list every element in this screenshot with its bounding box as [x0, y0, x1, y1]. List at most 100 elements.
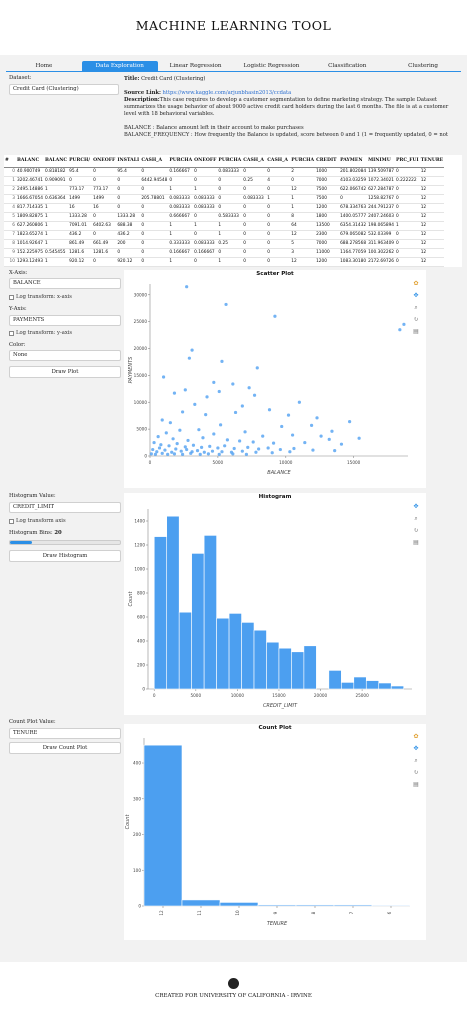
- draw-histogram-button[interactable]: Draw Histogram: [9, 550, 121, 562]
- table-column-header[interactable]: BALANC: [43, 155, 69, 168]
- log-x-checkbox[interactable]: Log transform: x-axis: [9, 294, 72, 300]
- x-axis-select[interactable]: BALANCE: [9, 278, 121, 289]
- tab-linear-regression[interactable]: Linear Regression: [169, 63, 222, 69]
- checkbox-box[interactable]: [9, 518, 14, 524]
- count-value-select[interactable]: TENURE: [9, 728, 121, 739]
- pan-icon[interactable]: ✥: [413, 292, 419, 299]
- color-select[interactable]: None: [9, 350, 121, 361]
- checkbox-box[interactable]: [9, 330, 14, 336]
- table-cell: 7500: [315, 194, 340, 204]
- checkbox-box[interactable]: [9, 294, 14, 300]
- tab-data-exploration[interactable]: Data Exploration: [81, 61, 158, 71]
- table-cell: 1: [217, 221, 243, 231]
- table-column-header[interactable]: PAYMEN: [339, 155, 368, 168]
- source-label: Source Link:: [124, 90, 161, 96]
- table-column-header[interactable]: #: [4, 155, 16, 168]
- save-icon[interactable]: ▤: [413, 781, 419, 788]
- table-column-header[interactable]: PRC_FUI: [395, 155, 420, 168]
- desc-text: This case requires to develop a customer…: [124, 97, 449, 117]
- table-cell: 244.791237: [367, 203, 396, 213]
- table-cell: 0: [242, 257, 267, 267]
- table-row[interactable]: 1 3202.46741 0.909091 0 0 0 6442.94548 0 0 0 0.25 4…: [4, 176, 445, 186]
- github-icon[interactable]: [228, 978, 239, 989]
- table-cell: 1: [43, 221, 69, 231]
- table-column-header[interactable]: PURCHA: [290, 155, 316, 168]
- table-column-header[interactable]: PURCHA: [217, 155, 243, 168]
- tab-clustering[interactable]: Clustering: [408, 63, 438, 69]
- table-row[interactable]: 2 2495.14886 1 773.17 773.17 0 0 1 1 0 0 0 12 7500 622…: [4, 185, 445, 195]
- zoom-icon[interactable]: ⌕: [414, 515, 418, 522]
- table-column-header[interactable]: CASH_A: [266, 155, 291, 168]
- table-cell: 0.083333: [193, 194, 218, 204]
- table-cell: 7000: [315, 239, 340, 249]
- reset-icon[interactable]: ↻: [413, 316, 419, 323]
- x-tick-label: 7: [349, 911, 354, 914]
- table-cell: 0: [116, 185, 141, 195]
- table-column-header[interactable]: MINIMU: [367, 155, 396, 168]
- table-cell: 1333.28: [116, 212, 141, 222]
- bins-slider[interactable]: [9, 540, 121, 545]
- table-cell: 0: [217, 194, 243, 204]
- save-icon[interactable]: ▤: [413, 328, 419, 335]
- log-y-checkbox[interactable]: Log transform: y-axis: [9, 330, 72, 336]
- draw-count-plot-button[interactable]: Draw Count Plot: [9, 742, 121, 754]
- table-cell: 1823.65274: [16, 230, 44, 240]
- reset-icon[interactable]: ↻: [413, 527, 419, 534]
- data-table-container[interactable]: # BALANC BALANC PURCH/ONEOFF INSTALI CASH_A PU…: [4, 155, 462, 267]
- scatter-point: [210, 449, 215, 453]
- table-column-header[interactable]: CREDIT: [315, 155, 340, 168]
- y-tick-label: 25000: [134, 319, 148, 324]
- draw-plot-button[interactable]: Draw Plot: [9, 366, 121, 378]
- table-cell: 1293.12493: [16, 257, 44, 267]
- table-row[interactable]: 10 1293.12493 1 920.12 0 920.12 0 1 0 1 0 0 12 1200 10…: [4, 257, 445, 267]
- table-column-header[interactable]: CASH_A: [140, 155, 169, 168]
- table-cell: 0: [395, 185, 420, 195]
- table-column-header[interactable]: ONEOFF: [92, 155, 117, 168]
- table-column-header[interactable]: PURCHA: [168, 155, 194, 168]
- log-hist-checkbox[interactable]: Log transform axis: [9, 518, 66, 524]
- save-icon[interactable]: ▤: [413, 539, 419, 546]
- table-column-header[interactable]: PURCH/: [68, 155, 93, 168]
- tab-logistic-regression[interactable]: Logistic Regression: [243, 63, 300, 69]
- table-column-header[interactable]: INSTALI: [116, 155, 141, 168]
- zoom-icon[interactable]: ⌕: [414, 304, 418, 311]
- table-row[interactable]: 5 1809.82875 1 1333.28 0 1333.28 0 0.666667 0 0.5…: [4, 212, 445, 222]
- table-row[interactable]: 9 152.225975 0.545455 1281.6 1281.6 0 0 0.16666…: [4, 248, 445, 258]
- table-cell: 1: [168, 221, 194, 231]
- histogram-bar: [178, 611, 192, 690]
- scatter-point: [240, 404, 244, 408]
- table-column-header[interactable]: CASH_A: [242, 155, 267, 168]
- tab-classification[interactable]: Classification: [328, 63, 367, 69]
- table-row[interactable]: 6 627.260806 1 7091.01 6402.63 688.38 0 1 1 1 0 0 64…: [4, 221, 445, 231]
- scatter-point: [152, 440, 156, 445]
- table-cell: 1: [43, 230, 69, 240]
- table-row[interactable]: 4 817.714335 1 16 16 0 0 0.083333 0.083333 0 0 0 1 12…: [4, 203, 445, 213]
- table-row[interactable]: 8 1014.92647 1 861.49 661.49 200 0 0.333333 0.08…: [4, 239, 445, 249]
- table-column-header[interactable]: TENURE: [419, 155, 445, 168]
- table-row[interactable]: 3 1666.67054 0.636364 1499 1499 0 205.78801 0.0…: [4, 194, 445, 204]
- scatter-point: [290, 433, 295, 437]
- table-cell: 0: [217, 203, 243, 213]
- zoom-icon[interactable]: ⌕: [414, 757, 418, 764]
- pan-icon[interactable]: ✥: [413, 503, 419, 510]
- table-column-header[interactable]: BALANC: [16, 155, 44, 168]
- table-cell: 16: [68, 203, 93, 213]
- table-column-header[interactable]: ONEOFF: [193, 155, 218, 168]
- scatter-point: [247, 386, 251, 390]
- pan-icon[interactable]: ✥: [413, 745, 419, 752]
- scatter-point: [357, 436, 361, 440]
- count-plot-title: Count Plot: [258, 725, 292, 731]
- table-cell: 13500: [315, 221, 340, 231]
- table-cell: 1: [193, 185, 218, 195]
- histogram-value-select[interactable]: CREDIT_LIMIT: [9, 502, 121, 513]
- y-axis-select[interactable]: PAYMENTS: [9, 315, 121, 326]
- table-cell: 12: [419, 248, 445, 258]
- table-cell: 0.25: [217, 239, 243, 249]
- reset-icon[interactable]: ↻: [413, 769, 419, 776]
- source-link[interactable]: https://www.kaggle.com/arjunbhasin2013/c…: [162, 90, 292, 96]
- table-cell: 0: [395, 167, 420, 177]
- tab-home[interactable]: Home: [35, 63, 53, 69]
- table-row[interactable]: 0 40.900749 0.818182 95.4 0 95.4 0 0.166667 0 0.0…: [4, 167, 445, 177]
- table-row[interactable]: 7 1823.65274 1 436.2 0 436.2 0 1 0 1 0 0 12 2300 679.0…: [4, 230, 445, 240]
- dataset-select[interactable]: Credit Card (Clustering): [9, 84, 119, 95]
